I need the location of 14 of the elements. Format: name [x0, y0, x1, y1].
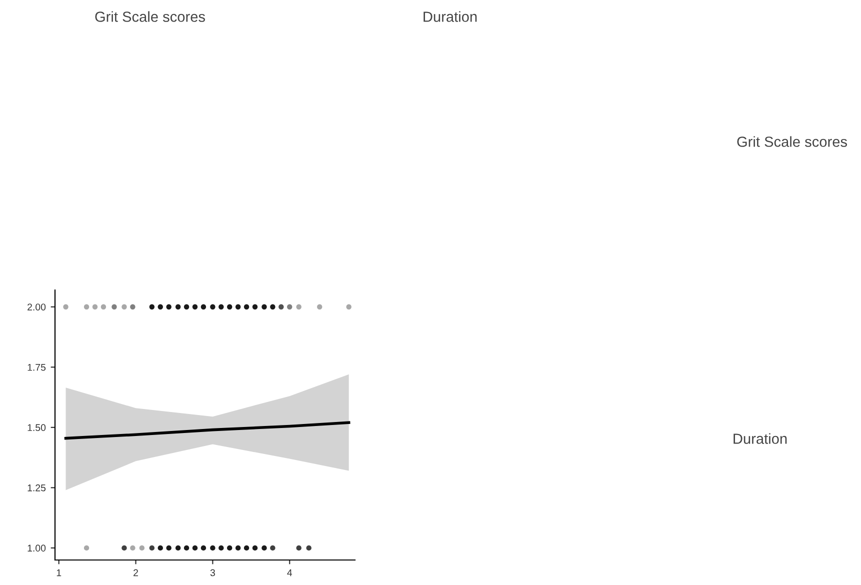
y-tick-label: 2.00 — [28, 304, 46, 310]
x-tick-label: 3 — [210, 569, 215, 576]
text: Duration — [424, 11, 477, 22]
y-tick-label: 1.25 — [28, 484, 46, 492]
text: Duration — [734, 433, 787, 444]
x-tick-label: 2 — [134, 569, 138, 576]
text: Grit Scale scores — [95, 11, 205, 22]
x-tick-label: 1 — [56, 569, 62, 576]
x-tick-label: 4 — [287, 569, 292, 576]
y-tick-label: 1.00 — [28, 544, 46, 552]
y-tick-label: 1.75 — [28, 364, 46, 371]
y-tick-label: 1.50 — [28, 424, 46, 432]
line-series — [64, 421, 350, 440]
text: Grit Scale scores — [737, 136, 847, 147]
